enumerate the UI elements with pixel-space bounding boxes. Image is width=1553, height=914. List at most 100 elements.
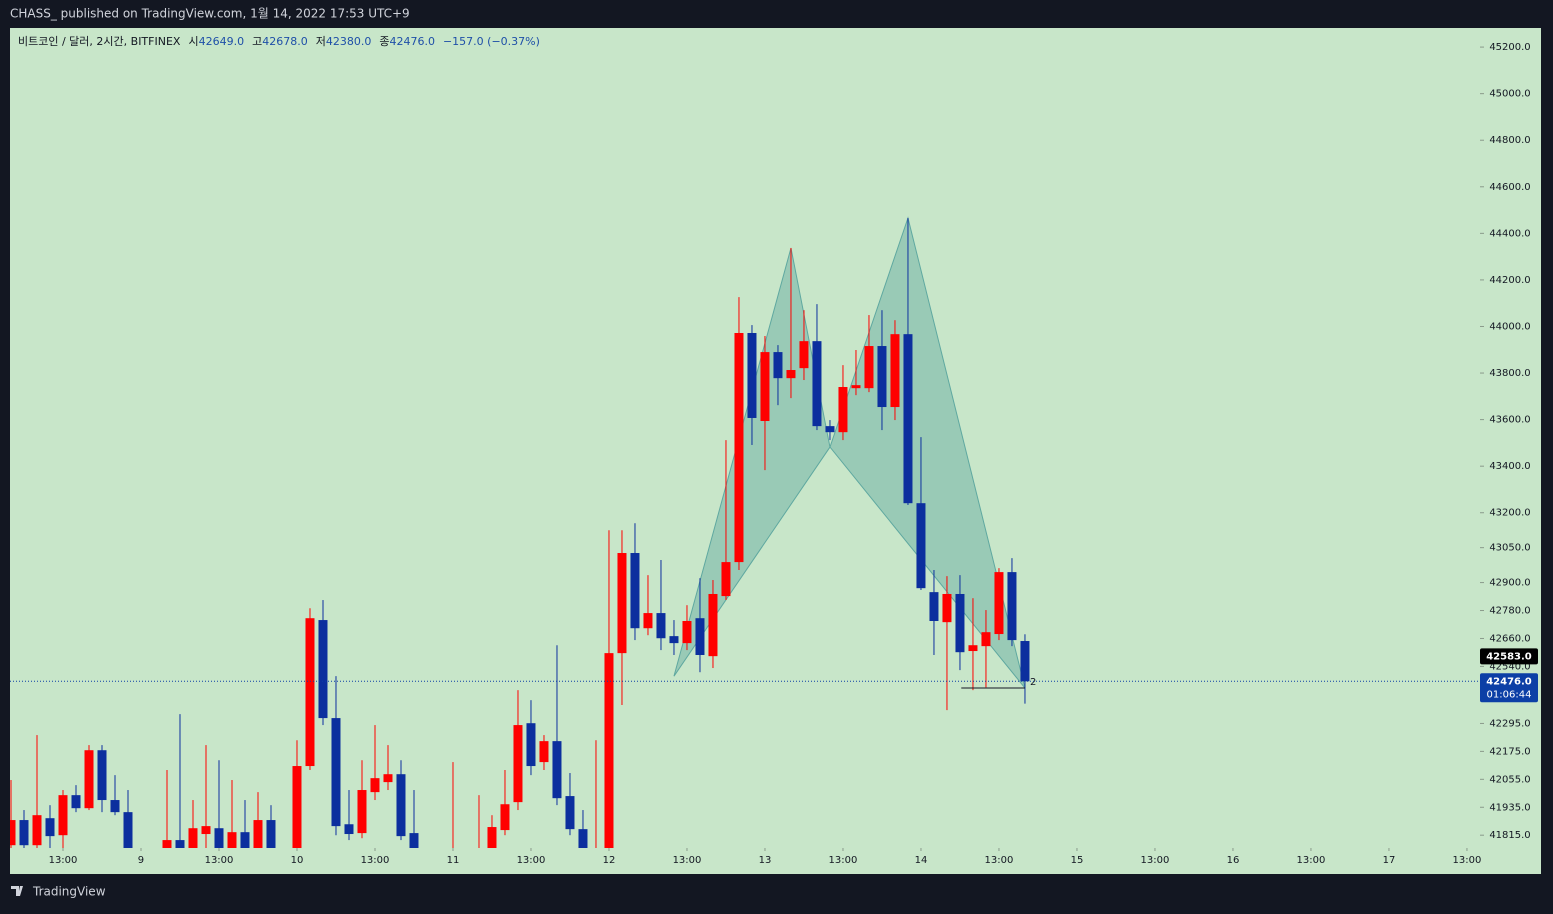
candle-body: [19, 820, 29, 846]
x-tick-label: 17: [1383, 855, 1396, 866]
price-tag: [1480, 648, 1538, 665]
y-tick-label: 44000.0: [1489, 321, 1530, 332]
x-tick-label: 13:00: [517, 855, 546, 866]
candle-body: [214, 828, 224, 848]
x-tick-label: 13:00: [49, 855, 78, 866]
candle-body: [318, 620, 328, 719]
candle-body: [994, 572, 1004, 635]
y-tick-label: 44600.0: [1489, 182, 1530, 193]
candle-body: [253, 820, 263, 848]
candle-body: [916, 503, 926, 589]
x-tick-label: 13:00: [829, 855, 858, 866]
candle-body: [71, 795, 81, 809]
y-tick-label: 41935.0: [1489, 802, 1530, 813]
candle-body: [526, 723, 536, 767]
x-tick-label: 13:00: [1453, 855, 1482, 866]
candle-body: [266, 820, 276, 848]
x-tick-label: 15: [1071, 855, 1084, 866]
candle-body: [669, 636, 679, 644]
legend-value: 42649.0: [199, 35, 245, 48]
candle-body: [721, 562, 731, 597]
candle-body: [97, 750, 107, 801]
candle-body: [773, 352, 783, 379]
candle-body: [370, 778, 380, 793]
x-tick-label: 10: [291, 855, 304, 866]
legend-label: 종: [379, 35, 389, 48]
legend-label: 고: [252, 35, 262, 48]
legend-value: 42678.0: [262, 35, 308, 48]
x-tick-label: 11: [447, 855, 460, 866]
y-tick-label: 43600.0: [1489, 415, 1530, 426]
candle-body: [708, 593, 718, 657]
x-tick-label: 9: [138, 855, 144, 866]
legend: 비트코인 / 달러, 2시간, BITFINEX 시42649.0 고42678.0…: [18, 35, 540, 48]
y-tick-label: 43400.0: [1489, 461, 1530, 472]
candle-body: [409, 833, 419, 848]
candle-body: [513, 725, 523, 803]
candle-body: [682, 620, 692, 644]
candle-body: [604, 653, 614, 848]
candle-body: [968, 645, 978, 652]
candle-body: [201, 826, 211, 835]
candle-body: [240, 832, 250, 848]
candle-body: [123, 812, 133, 848]
candle-body: [890, 334, 900, 408]
x-tick-label: 13:00: [1141, 855, 1170, 866]
candle-body: [864, 346, 874, 389]
y-tick-label: 44200.0: [1489, 275, 1530, 286]
x-tick-label: 13:00: [673, 855, 702, 866]
candle-body: [84, 750, 94, 809]
logo: [11, 886, 23, 896]
legend-label: 시: [188, 35, 198, 48]
candle-body: [45, 818, 55, 837]
candle-body: [10, 820, 16, 846]
y-tick-label: 45200.0: [1489, 42, 1530, 53]
y-tick-label: 42175.0: [1489, 746, 1530, 757]
x-tick-label: 13:00: [1297, 855, 1326, 866]
legend-change: −157.0 (−0.37%): [443, 35, 540, 48]
chart-title: CHASS_ published on TradingView.com, 1월 …: [10, 7, 410, 21]
candle-body: [58, 795, 68, 836]
candle-body: [383, 774, 393, 783]
candle-body: [331, 718, 341, 827]
y-tick-label: 44800.0: [1489, 135, 1530, 146]
y-tick-label: 42900.0: [1489, 578, 1530, 589]
y-tick-label: 43050.0: [1489, 543, 1530, 554]
footer: TradingView: [32, 885, 106, 899]
candle-body: [539, 741, 549, 763]
candle-body: [929, 592, 939, 621]
y-tick-label: 45000.0: [1489, 89, 1530, 100]
last-price-tag: [1480, 673, 1538, 703]
candle-body: [630, 553, 640, 629]
candle-body: [487, 827, 497, 848]
y-tick-label: 42540.0: [1489, 661, 1530, 672]
x-tick-label: 12: [603, 855, 616, 866]
candle-body: [799, 341, 809, 369]
y-tick-label: 43200.0: [1489, 508, 1530, 519]
candle-body: [1020, 641, 1030, 682]
y-tick-label: 42055.0: [1489, 774, 1530, 785]
chart-background: [10, 28, 1541, 874]
candle-body: [643, 613, 653, 629]
candle-body: [760, 352, 770, 422]
y-tick-label: 43800.0: [1489, 368, 1530, 379]
x-tick-label: 14: [915, 855, 928, 866]
x-tick-label: 16: [1227, 855, 1240, 866]
y-tick-label: 42295.0: [1489, 718, 1530, 729]
candle-body: [877, 346, 887, 408]
pattern-label: 2: [1030, 677, 1036, 688]
candle-body: [747, 332, 757, 418]
candle-body: [825, 426, 835, 433]
candle-body: [357, 790, 367, 834]
candle-body: [344, 824, 354, 835]
candle-body: [955, 593, 965, 653]
candle-body: [227, 832, 237, 848]
plot-area: [10, 216, 1030, 848]
y-tick-label: 41815.0: [1489, 830, 1530, 841]
candle-body: [617, 553, 627, 654]
candle-body: [903, 334, 913, 504]
candle-body: [578, 829, 588, 848]
candle-body: [552, 741, 562, 799]
